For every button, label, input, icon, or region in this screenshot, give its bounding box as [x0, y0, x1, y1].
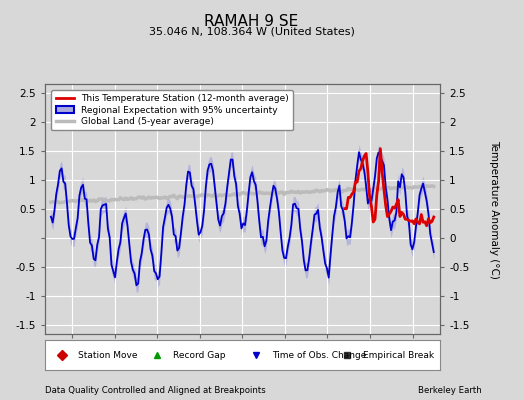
Text: Time of Obs. Change: Time of Obs. Change	[272, 350, 366, 360]
Text: Station Move: Station Move	[78, 350, 138, 360]
Legend: This Temperature Station (12-month average), Regional Expectation with 95% uncer: This Temperature Station (12-month avera…	[51, 90, 293, 130]
Text: Record Gap: Record Gap	[173, 350, 226, 360]
Text: Empirical Break: Empirical Break	[363, 350, 434, 360]
Text: Berkeley Earth: Berkeley Earth	[418, 386, 482, 395]
Y-axis label: Temperature Anomaly (°C): Temperature Anomaly (°C)	[489, 140, 499, 278]
Text: 35.046 N, 108.364 W (United States): 35.046 N, 108.364 W (United States)	[149, 26, 354, 36]
Text: RAMAH 9 SE: RAMAH 9 SE	[204, 14, 299, 29]
Text: Data Quality Controlled and Aligned at Breakpoints: Data Quality Controlled and Aligned at B…	[45, 386, 265, 395]
